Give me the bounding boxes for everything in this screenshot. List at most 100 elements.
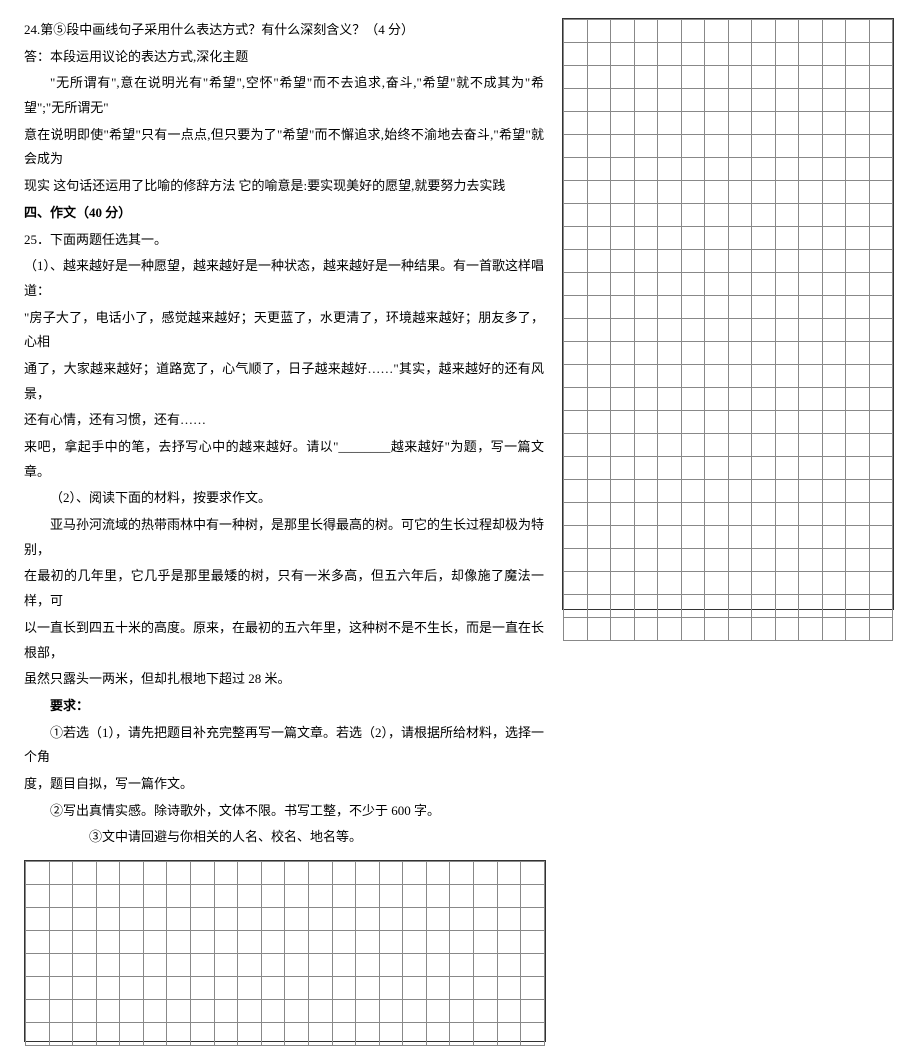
grid-cell	[681, 618, 705, 641]
grid-cell	[869, 181, 893, 204]
grid-cell	[473, 1000, 497, 1023]
grid-cell	[775, 549, 799, 572]
grid-cell	[728, 135, 752, 158]
grid-cell	[728, 342, 752, 365]
grid-cell	[611, 572, 635, 595]
grid-cell	[611, 273, 635, 296]
req-title: 要求：	[24, 694, 544, 719]
grid-cell	[869, 388, 893, 411]
grid-cell	[49, 1000, 73, 1023]
grid-cell	[403, 1000, 427, 1023]
grid-cell	[799, 434, 823, 457]
grid-cell	[611, 457, 635, 480]
grid-cell	[96, 931, 120, 954]
grid-cell	[521, 977, 545, 1000]
grid-cell	[681, 503, 705, 526]
grid-cell	[332, 885, 356, 908]
grid-cell	[564, 434, 588, 457]
grid-cell	[846, 411, 870, 434]
grid-cell	[634, 549, 658, 572]
grid-cell	[73, 1023, 97, 1046]
grid-cell	[799, 112, 823, 135]
grid-cell	[450, 862, 474, 885]
grid-cell	[238, 931, 262, 954]
grid-cell	[658, 112, 682, 135]
left-grid-table	[25, 861, 545, 1046]
q25-p8: 在最初的几年里，它几乎是那里最矮的树，只有一米多高，但五六年后，却像施了魔法一样…	[24, 564, 544, 613]
grid-cell	[822, 296, 846, 319]
grid-cell	[681, 595, 705, 618]
grid-cell	[238, 885, 262, 908]
grid-cell	[49, 862, 73, 885]
grid-cell	[634, 43, 658, 66]
grid-cell	[403, 1023, 427, 1046]
grid-cell	[587, 158, 611, 181]
grid-cell	[564, 480, 588, 503]
grid-cell	[752, 411, 776, 434]
grid-cell	[728, 158, 752, 181]
grid-cell	[497, 977, 521, 1000]
grid-cell	[869, 273, 893, 296]
grid-cell	[705, 204, 729, 227]
grid-cell	[285, 1023, 309, 1046]
grid-cell	[564, 250, 588, 273]
grid-cell	[634, 526, 658, 549]
grid-cell	[681, 181, 705, 204]
grid-cell	[822, 342, 846, 365]
grid-cell	[167, 1000, 191, 1023]
grid-cell	[705, 526, 729, 549]
grid-cell	[167, 862, 191, 885]
grid-cell	[658, 296, 682, 319]
grid-cell	[191, 1000, 215, 1023]
grid-cell	[658, 526, 682, 549]
grid-cell	[564, 89, 588, 112]
grid-cell	[611, 595, 635, 618]
grid-cell	[658, 66, 682, 89]
grid-cell	[681, 434, 705, 457]
grid-cell	[752, 250, 776, 273]
answer-label: 答：	[24, 49, 50, 64]
grid-cell	[96, 954, 120, 977]
grid-cell	[285, 908, 309, 931]
grid-cell	[143, 954, 167, 977]
grid-cell	[497, 1023, 521, 1046]
grid-cell	[705, 181, 729, 204]
grid-cell	[752, 43, 776, 66]
grid-cell	[728, 457, 752, 480]
grid-cell	[587, 319, 611, 342]
grid-cell	[497, 908, 521, 931]
grid-cell	[564, 526, 588, 549]
grid-cell	[238, 1023, 262, 1046]
grid-cell	[497, 931, 521, 954]
grid-cell	[26, 1000, 50, 1023]
grid-cell	[775, 319, 799, 342]
answer-text: 本段运用议论的表达方式,深化主题	[50, 49, 248, 64]
q25-p6: （2）、阅读下面的材料，按要求作文。	[24, 486, 544, 511]
grid-cell	[634, 388, 658, 411]
grid-cell	[96, 1000, 120, 1023]
grid-cell	[775, 66, 799, 89]
grid-cell	[426, 1000, 450, 1023]
grid-cell	[238, 954, 262, 977]
grid-cell	[261, 885, 285, 908]
grid-cell	[285, 1000, 309, 1023]
grid-cell	[49, 931, 73, 954]
grid-cell	[191, 908, 215, 931]
grid-cell	[634, 411, 658, 434]
grid-cell	[869, 342, 893, 365]
grid-cell	[869, 204, 893, 227]
grid-cell	[799, 273, 823, 296]
grid-cell	[634, 112, 658, 135]
grid-cell	[611, 365, 635, 388]
grid-cell	[238, 1000, 262, 1023]
grid-cell	[728, 204, 752, 227]
grid-cell	[775, 158, 799, 181]
grid-cell	[846, 43, 870, 66]
grid-cell	[846, 227, 870, 250]
grid-cell	[49, 954, 73, 977]
grid-cell	[587, 411, 611, 434]
grid-cell	[869, 526, 893, 549]
grid-cell	[681, 296, 705, 319]
grid-cell	[587, 20, 611, 43]
grid-cell	[658, 457, 682, 480]
